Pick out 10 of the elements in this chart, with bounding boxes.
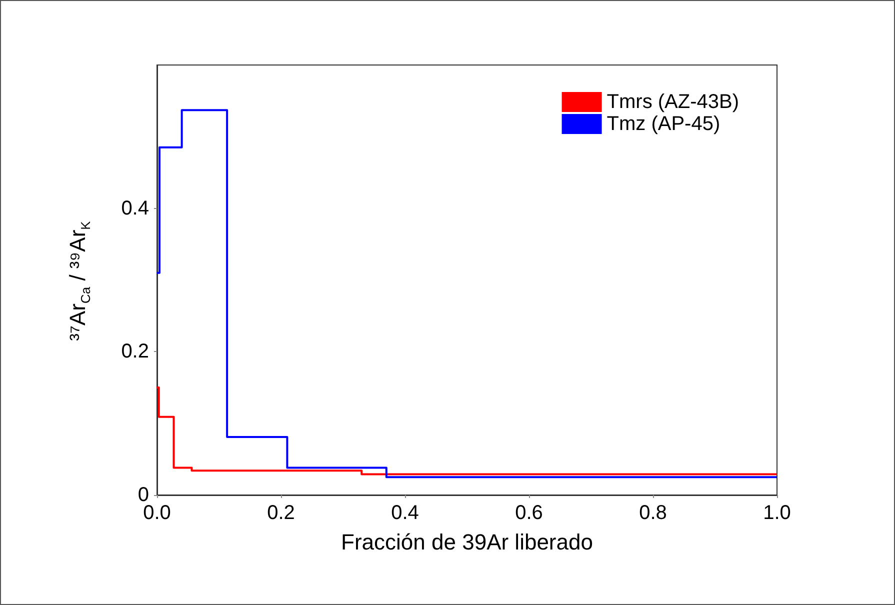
x-tick-label: 1.0 (763, 502, 791, 524)
legend-label: Tmrs (AZ-43B) (606, 91, 739, 113)
x-tick-label: 0.6 (515, 502, 543, 524)
x-tick-label: 0.4 (391, 502, 419, 524)
y-tick-label: 0.4 (121, 197, 149, 220)
y-tick-label: 0.2 (121, 340, 149, 363)
x-tick-label: 0.8 (639, 502, 667, 524)
x-axis-title: Fracción de 39Ar liberado (341, 530, 593, 554)
legend-label: Tmz (AP-45) (606, 113, 720, 135)
x-tick-label: 0.2 (267, 502, 295, 524)
